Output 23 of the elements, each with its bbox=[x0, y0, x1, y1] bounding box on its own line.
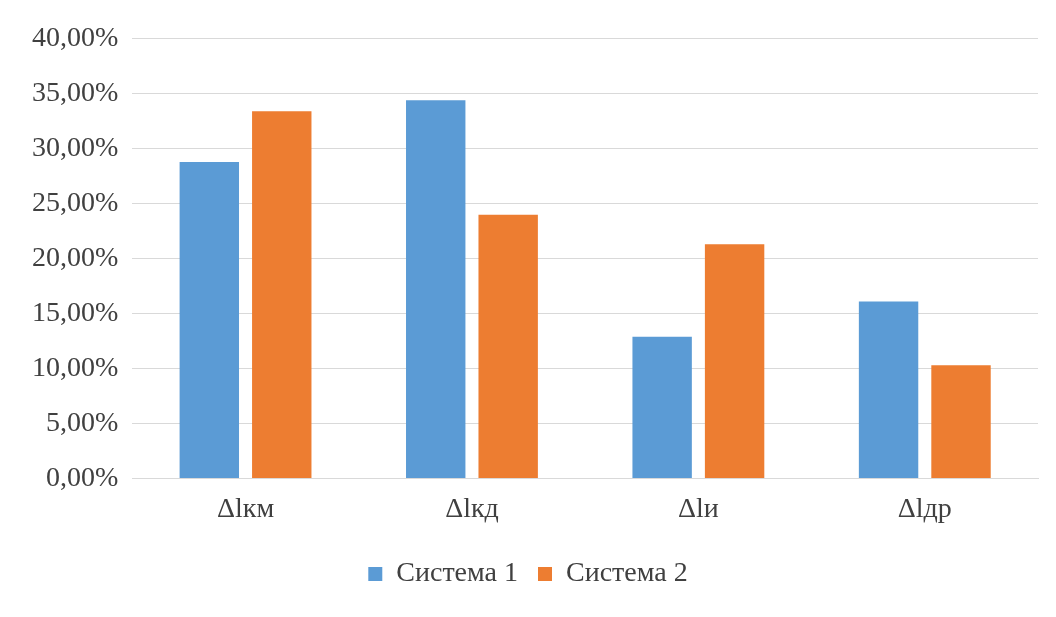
legend-label: Система 2 bbox=[566, 556, 688, 588]
bar bbox=[478, 214, 538, 478]
x-tick-label: Δlкм bbox=[216, 491, 275, 523]
bar bbox=[704, 244, 765, 478]
bar bbox=[858, 301, 919, 478]
bar bbox=[179, 161, 240, 478]
y-tick-label: 5,00% bbox=[46, 405, 119, 437]
y-tick-label: 25,00% bbox=[32, 186, 119, 218]
bar bbox=[252, 111, 312, 478]
y-tick-label: 15,00% bbox=[32, 295, 119, 327]
x-tick-label: Δlдр bbox=[897, 491, 952, 523]
y-tick-label: 10,00% bbox=[32, 350, 119, 382]
legend-label: Система 1 bbox=[396, 556, 519, 588]
bar bbox=[931, 365, 991, 478]
bar bbox=[632, 336, 692, 478]
y-tick-label: 0,00% bbox=[46, 460, 119, 492]
bar bbox=[406, 100, 466, 478]
y-tick-label: 35,00% bbox=[32, 76, 119, 108]
y-tick-label: 40,00% bbox=[32, 21, 119, 53]
x-tick-label: Δlи bbox=[677, 491, 719, 523]
x-tick-label: Δlкд bbox=[445, 491, 499, 523]
y-tick-label: 20,00% bbox=[32, 240, 119, 272]
y-tick-label: 30,00% bbox=[32, 131, 119, 163]
